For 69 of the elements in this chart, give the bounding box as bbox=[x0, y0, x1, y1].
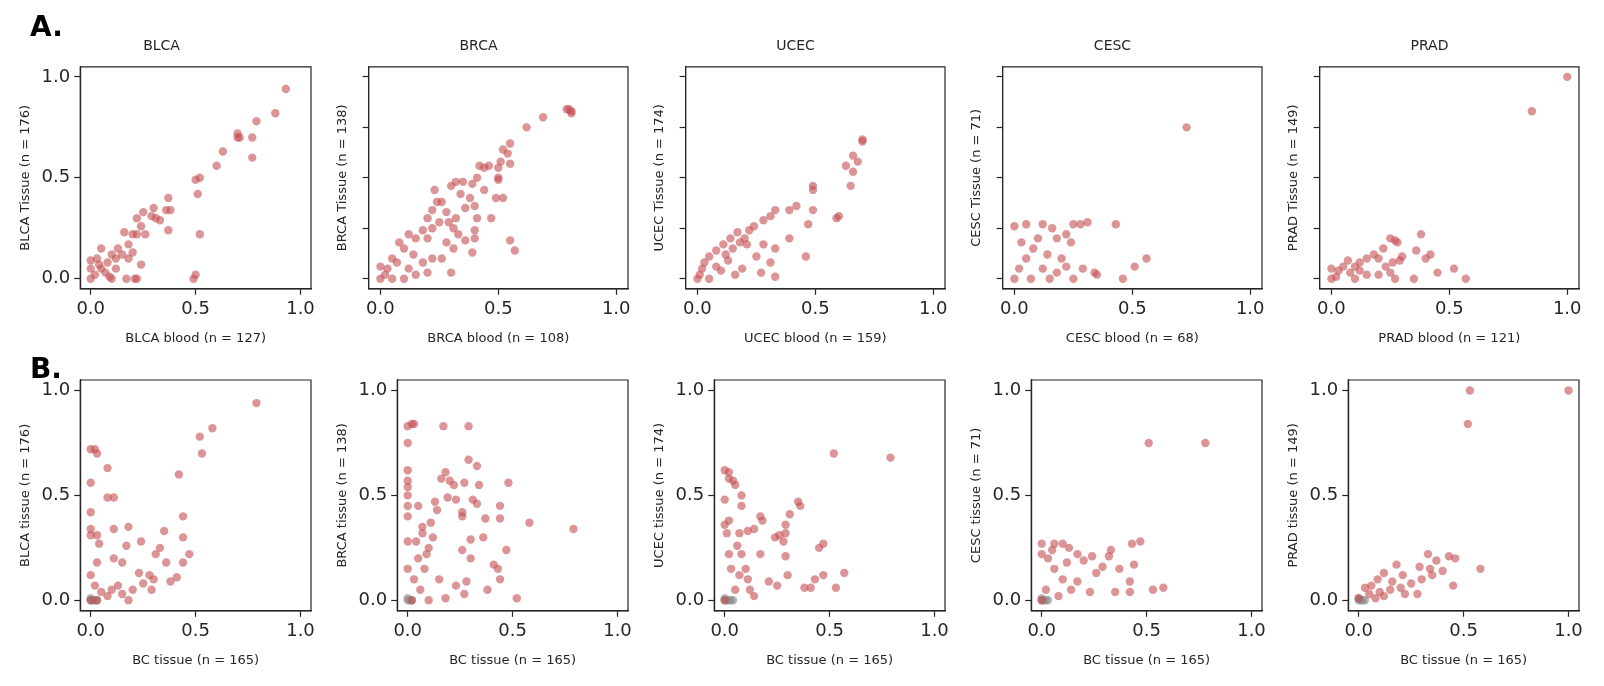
y-tick-label: 0.0 bbox=[41, 587, 71, 609]
x-axis-title: BC tissue (n = 165) bbox=[449, 651, 577, 667]
x-tick-label: 0.5 bbox=[181, 619, 210, 641]
x-tick-label: 1.0 bbox=[1237, 619, 1266, 641]
y-tick-label: 0.0 bbox=[675, 587, 705, 609]
x-axis-title: BC tissue (n = 165) bbox=[132, 651, 260, 667]
x-tick-label: 1.0 bbox=[601, 297, 631, 319]
y-tick-label: 1.0 bbox=[41, 64, 71, 86]
x-tick-label: 0.5 bbox=[1449, 619, 1478, 641]
y-tick-label: 0.0 bbox=[358, 587, 388, 609]
chart-title: BRCA bbox=[459, 37, 498, 54]
y-tick-label: 0.5 bbox=[41, 165, 71, 187]
x-axis-title: CESC blood (n = 68) bbox=[1065, 329, 1199, 345]
x-tick-label: 1.0 bbox=[1552, 297, 1582, 319]
x-tick-label: 1.0 bbox=[1235, 297, 1265, 319]
x-tick-label: 0.0 bbox=[1344, 619, 1374, 641]
x-tick-label: 0.0 bbox=[1027, 619, 1057, 641]
x-tick-label: 0.0 bbox=[710, 619, 740, 641]
chart-title: CESC bbox=[1093, 37, 1132, 54]
x-axis-title: BC tissue (n = 165) bbox=[1400, 651, 1528, 667]
x-axis-title: BRCA blood (n = 108) bbox=[427, 329, 570, 345]
x-tick-label: 1.0 bbox=[918, 297, 948, 319]
x-tick-label: 0.5 bbox=[498, 619, 527, 641]
y-tick-label: 0.5 bbox=[1309, 483, 1339, 505]
chart-title: BLCA bbox=[143, 37, 181, 54]
y-axis-title: UCEC tissue (n = 174) bbox=[651, 422, 667, 568]
y-tick-label: 0.5 bbox=[992, 483, 1022, 505]
y-axis-title: BRCA Tissue (n = 138) bbox=[334, 104, 350, 252]
x-tick-label: 0.5 bbox=[800, 297, 830, 319]
y-tick-label: 1.0 bbox=[358, 378, 388, 400]
y-tick-label: 1.0 bbox=[675, 378, 705, 400]
x-tick-label: 0.5 bbox=[815, 619, 844, 641]
x-axis-title: BC tissue (n = 165) bbox=[766, 651, 894, 667]
x-axis-title: BC tissue (n = 165) bbox=[1083, 651, 1211, 667]
x-tick-label: 1.0 bbox=[603, 619, 632, 641]
x-tick-label: 1.0 bbox=[1554, 619, 1583, 641]
y-axis-title: UCEC Tissue (n = 174) bbox=[651, 104, 667, 252]
x-tick-label: 0.5 bbox=[1117, 297, 1147, 319]
x-tick-label: 0.0 bbox=[76, 619, 106, 641]
x-axis-title: PRAD blood (n = 121) bbox=[1378, 329, 1521, 345]
x-tick-label: 0.5 bbox=[483, 297, 513, 319]
x-axis-title: BLCA blood (n = 127) bbox=[125, 329, 266, 345]
x-tick-label: 0.5 bbox=[181, 297, 210, 319]
chart-title: PRAD bbox=[1410, 37, 1449, 54]
y-axis-title: CESC Tissue (n = 71) bbox=[968, 108, 984, 247]
y-tick-label: 1.0 bbox=[992, 378, 1022, 400]
x-tick-label: 1.0 bbox=[286, 619, 315, 641]
x-tick-label: 1.0 bbox=[286, 297, 315, 319]
y-axis-title: PRAD tissue (n = 149) bbox=[1285, 423, 1301, 568]
x-tick-label: 1.0 bbox=[920, 619, 949, 641]
y-axis-title: BLCA Tissue (n = 176) bbox=[17, 104, 33, 251]
y-axis-title: BRCA tissue (n = 138) bbox=[334, 423, 350, 568]
y-tick-label: 0.0 bbox=[1309, 587, 1339, 609]
y-tick-label: 0.5 bbox=[41, 483, 71, 505]
x-tick-label: 0.0 bbox=[393, 619, 423, 641]
y-tick-label: 1.0 bbox=[1309, 378, 1339, 400]
y-axis-title: CESC tissue (n = 71) bbox=[968, 427, 984, 564]
x-axis-title: UCEC blood (n = 159) bbox=[744, 329, 887, 345]
x-tick-label: 0.0 bbox=[76, 297, 106, 319]
y-tick-label: 0.5 bbox=[675, 483, 705, 505]
chart-title: UCEC bbox=[776, 37, 816, 54]
y-axis-title: BLCA tissue (n = 176) bbox=[17, 423, 33, 568]
y-axis-title: PRAD Tissue (n = 149) bbox=[1285, 104, 1301, 252]
y-tick-label: 0.0 bbox=[992, 587, 1022, 609]
x-tick-label: 0.5 bbox=[1132, 619, 1161, 641]
text: A. bbox=[30, 10, 63, 43]
y-tick-label: 0.5 bbox=[358, 483, 388, 505]
x-tick-label: 0.5 bbox=[1434, 297, 1464, 319]
y-tick-label: 0.0 bbox=[41, 266, 71, 288]
